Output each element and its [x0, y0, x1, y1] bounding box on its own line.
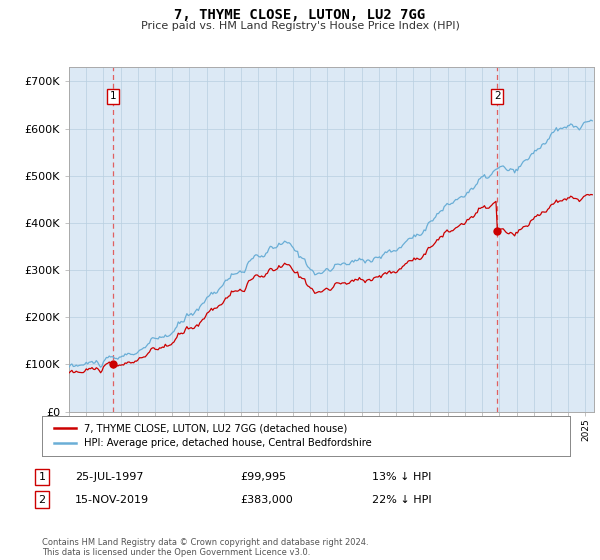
- Text: 25-JUL-1997: 25-JUL-1997: [75, 472, 143, 482]
- Text: 7, THYME CLOSE, LUTON, LU2 7GG: 7, THYME CLOSE, LUTON, LU2 7GG: [175, 8, 425, 22]
- Legend: 7, THYME CLOSE, LUTON, LU2 7GG (detached house), HPI: Average price, detached ho: 7, THYME CLOSE, LUTON, LU2 7GG (detached…: [51, 421, 375, 451]
- Text: Contains HM Land Registry data © Crown copyright and database right 2024.
This d: Contains HM Land Registry data © Crown c…: [42, 538, 368, 557]
- Text: Price paid vs. HM Land Registry's House Price Index (HPI): Price paid vs. HM Land Registry's House …: [140, 21, 460, 31]
- Text: 1: 1: [110, 91, 116, 101]
- Text: 2: 2: [494, 91, 500, 101]
- Text: £99,995: £99,995: [240, 472, 286, 482]
- Text: 22% ↓ HPI: 22% ↓ HPI: [372, 494, 431, 505]
- Text: 1: 1: [38, 472, 46, 482]
- Text: 2: 2: [38, 494, 46, 505]
- Text: £383,000: £383,000: [240, 494, 293, 505]
- Text: 13% ↓ HPI: 13% ↓ HPI: [372, 472, 431, 482]
- Text: 15-NOV-2019: 15-NOV-2019: [75, 494, 149, 505]
